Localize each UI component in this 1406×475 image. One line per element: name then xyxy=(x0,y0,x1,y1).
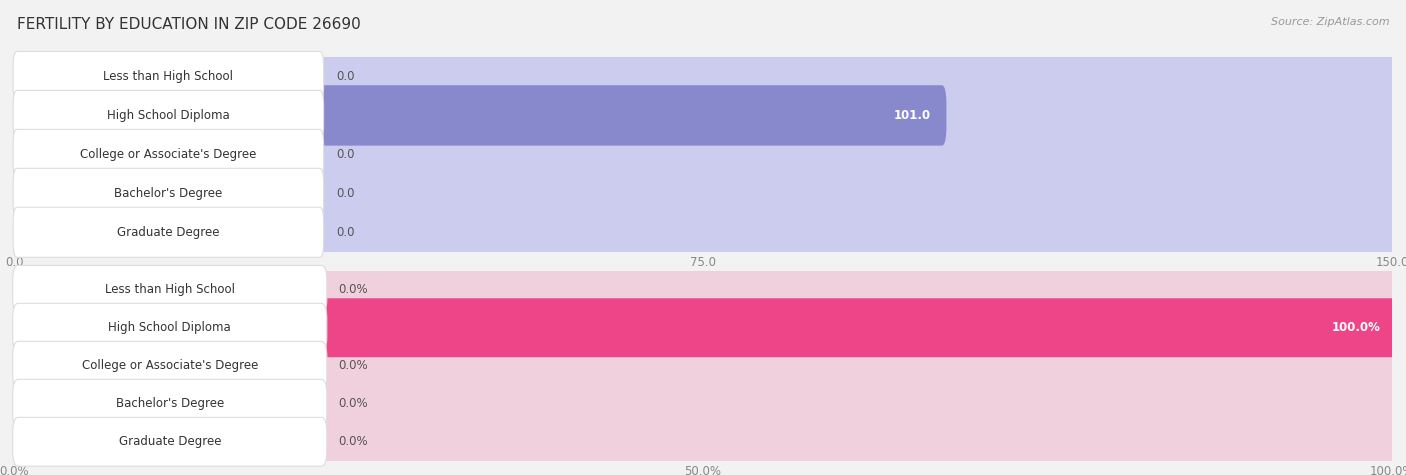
Bar xyxy=(14,57,1392,96)
Text: Graduate Degree: Graduate Degree xyxy=(118,435,221,448)
FancyBboxPatch shape xyxy=(10,124,1396,185)
Bar xyxy=(14,271,1392,309)
FancyBboxPatch shape xyxy=(10,163,1396,224)
FancyBboxPatch shape xyxy=(13,51,323,102)
Text: Bachelor's Degree: Bachelor's Degree xyxy=(115,397,224,410)
Bar xyxy=(14,423,1392,461)
Bar xyxy=(14,135,1392,174)
Text: High School Diploma: High School Diploma xyxy=(107,109,229,122)
Text: 0.0%: 0.0% xyxy=(337,397,367,410)
FancyBboxPatch shape xyxy=(10,202,1396,263)
Text: 0.0%: 0.0% xyxy=(337,283,367,296)
FancyBboxPatch shape xyxy=(13,207,323,257)
FancyBboxPatch shape xyxy=(13,342,326,390)
FancyBboxPatch shape xyxy=(10,85,946,146)
Text: 0.0%: 0.0% xyxy=(337,435,367,448)
Bar xyxy=(14,385,1392,423)
FancyBboxPatch shape xyxy=(7,336,1399,395)
FancyBboxPatch shape xyxy=(7,374,1399,433)
Text: 0.0: 0.0 xyxy=(336,187,354,200)
FancyBboxPatch shape xyxy=(13,168,323,218)
FancyBboxPatch shape xyxy=(7,298,1399,357)
Bar xyxy=(14,213,1392,252)
Bar xyxy=(14,174,1392,213)
FancyBboxPatch shape xyxy=(13,129,323,180)
Bar xyxy=(14,96,1392,135)
Text: 100.0%: 100.0% xyxy=(1331,321,1381,334)
Text: FERTILITY BY EDUCATION IN ZIP CODE 26690: FERTILITY BY EDUCATION IN ZIP CODE 26690 xyxy=(17,17,360,32)
FancyBboxPatch shape xyxy=(10,85,1396,146)
Bar xyxy=(14,309,1392,347)
Text: Graduate Degree: Graduate Degree xyxy=(117,226,219,239)
Text: Source: ZipAtlas.com: Source: ZipAtlas.com xyxy=(1271,17,1389,27)
Text: 0.0: 0.0 xyxy=(336,70,354,83)
Bar xyxy=(14,347,1392,385)
Text: High School Diploma: High School Diploma xyxy=(108,321,231,334)
FancyBboxPatch shape xyxy=(10,46,1396,107)
FancyBboxPatch shape xyxy=(13,304,326,352)
FancyBboxPatch shape xyxy=(7,298,1399,357)
Text: College or Associate's Degree: College or Associate's Degree xyxy=(82,359,257,372)
FancyBboxPatch shape xyxy=(7,260,1399,319)
Text: 0.0: 0.0 xyxy=(336,226,354,239)
Text: College or Associate's Degree: College or Associate's Degree xyxy=(80,148,256,161)
Text: Less than High School: Less than High School xyxy=(104,70,233,83)
Text: 0.0%: 0.0% xyxy=(337,359,367,372)
FancyBboxPatch shape xyxy=(13,380,326,428)
Text: Less than High School: Less than High School xyxy=(105,283,235,296)
FancyBboxPatch shape xyxy=(7,412,1399,471)
FancyBboxPatch shape xyxy=(13,266,326,314)
FancyBboxPatch shape xyxy=(13,90,323,141)
FancyBboxPatch shape xyxy=(13,418,326,466)
Text: Bachelor's Degree: Bachelor's Degree xyxy=(114,187,222,200)
Text: 0.0: 0.0 xyxy=(336,148,354,161)
Text: 101.0: 101.0 xyxy=(894,109,931,122)
